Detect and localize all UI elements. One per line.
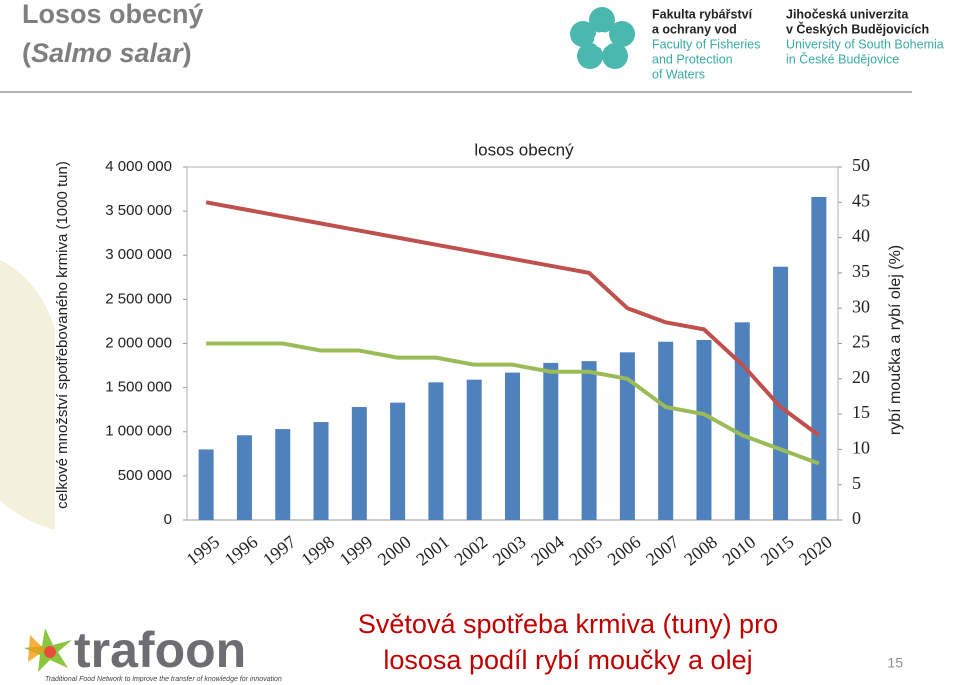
decoration	[0, 260, 55, 530]
logo-text: v Českých Budějovicích	[786, 21, 929, 36]
bar	[236, 435, 252, 520]
y-tick-label: 1 000 000	[105, 423, 172, 440]
x-tick-label: 2007	[642, 532, 683, 570]
y-tick-label: 0	[164, 511, 172, 528]
slide-subtitle: (Salmo salar)	[22, 38, 192, 68]
x-tick-label: 1998	[297, 532, 338, 570]
latin-name: Salmo salar	[31, 38, 184, 68]
chart-title: losos obecný	[474, 140, 574, 159]
bar	[696, 339, 712, 520]
x-tick-label: 1995	[182, 532, 223, 570]
x-tick-label: 2010	[719, 532, 760, 570]
x-tick-label: 1997	[259, 532, 300, 570]
spacer	[60, 140, 65, 145]
caption: lososa podíl rybí moučky a olej	[383, 645, 752, 675]
x-tick-label: 2002	[451, 532, 492, 570]
bar	[428, 382, 444, 520]
logo-text: a ochrany vod	[652, 22, 737, 36]
y2-tick-label: 30	[852, 296, 870, 316]
bar	[313, 422, 329, 520]
line	[205, 200, 821, 437]
x-tick-label: 2003	[489, 532, 530, 570]
logo-text: and Protection	[652, 52, 733, 66]
brand: trafoon	[74, 622, 246, 678]
y2-tick-label: 20	[852, 367, 870, 387]
bar	[198, 449, 214, 520]
logo-text: of Waters	[652, 67, 705, 81]
x-tick-label: 1999	[336, 532, 377, 570]
x-tick-label: 2015	[757, 532, 798, 570]
bar	[811, 197, 827, 520]
y-tick-label: 500 000	[118, 467, 172, 484]
y2-tick-label: 5	[852, 473, 861, 493]
bar	[543, 362, 559, 520]
logo-text: in České Budějovice	[786, 51, 899, 66]
bar	[773, 266, 789, 520]
bar	[505, 372, 520, 520]
y-tick-label: 1 500 000	[105, 379, 172, 396]
tagline: Traditional Food Network to improve the …	[45, 676, 282, 683]
line	[206, 341, 820, 466]
x-tick-label: 2008	[680, 532, 721, 570]
caption: Světová spotřeba krmiva (tuny) pro	[358, 609, 778, 639]
paren: )	[183, 38, 192, 68]
bar	[619, 352, 635, 520]
logo-text: Jihočeská univerzita	[786, 7, 909, 21]
y-tick-label: 3 500 000	[105, 202, 172, 219]
logo-text: University of South Bohemia	[786, 37, 944, 51]
y2-tick-label: 25	[852, 332, 870, 352]
y2-tick-label: 50	[852, 155, 870, 175]
y-tick-label: 3 000 000	[105, 246, 172, 263]
x-tick-label: 2020	[795, 532, 836, 570]
bar	[351, 407, 367, 520]
flower-logo	[570, 7, 635, 69]
y-tick-label: 2 000 000	[105, 334, 172, 351]
slide-title: Losos obecný	[22, 0, 204, 29]
x-tick-label: 2006	[604, 532, 645, 570]
y-tick-label: 2 500 000	[105, 290, 172, 307]
y-axis-label: celkové množství spotřebovaného krmiva (…	[54, 161, 71, 509]
y2-tick-label: 40	[852, 226, 870, 246]
bar	[658, 341, 674, 520]
y2-tick-label: 0	[852, 508, 861, 528]
y2-tick-label: 35	[852, 261, 870, 281]
logo-text: Fakulta rybářství	[652, 7, 753, 21]
y2-axis-label: rybí moučka a rybí olej (%)	[887, 245, 904, 435]
paren: (	[22, 38, 31, 68]
bar	[275, 429, 291, 520]
page-number: 15	[887, 655, 903, 671]
y2-tick-label: 45	[852, 190, 870, 210]
trafoon-logo	[24, 628, 72, 672]
logo-text: Faculty of Fisheries	[652, 37, 760, 51]
x-tick-label: 2004	[527, 532, 568, 570]
bar	[581, 361, 597, 520]
bar	[466, 379, 482, 520]
bar	[390, 402, 406, 520]
y2-tick-label: 10	[852, 438, 870, 458]
x-tick-label: 2001	[412, 532, 453, 570]
y-tick-label: 4 000 000	[105, 158, 172, 175]
x-tick-label: 1996	[221, 532, 262, 570]
x-tick-label: 2005	[565, 532, 606, 570]
y2-tick-label: 15	[852, 402, 870, 422]
bar	[734, 322, 750, 520]
x-tick-label: 2000	[374, 532, 415, 570]
